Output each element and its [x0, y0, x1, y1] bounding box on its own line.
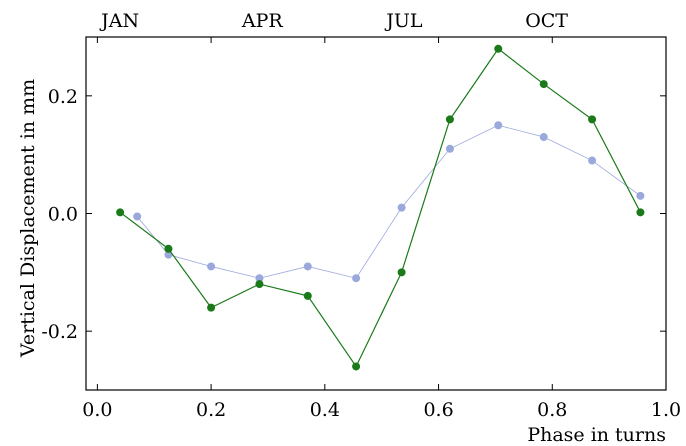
- axis-ticks: 0.0 0.2 0.4 0.6 0.8 1.0 0.2 0.0 -0.2 JAN APR JUL OCT: [41, 10, 681, 421]
- series-0-point-1: [164, 250, 173, 259]
- series-0-point-2: [207, 262, 216, 271]
- month-label-jul: JUL: [384, 10, 423, 32]
- series-0-point-5: [352, 274, 361, 283]
- series-1-point-1: [164, 244, 173, 253]
- month-label-jan: JAN: [99, 10, 139, 32]
- series-0-point-0: [133, 212, 142, 221]
- x-tick-label-5: 1.0: [651, 399, 681, 421]
- series-0-point-9: [539, 133, 548, 142]
- plot-frame: [85, 36, 667, 391]
- series-0-point-6: [397, 203, 406, 212]
- series-0-point-11: [636, 191, 645, 200]
- series-0-point-7: [445, 144, 454, 153]
- month-label-apr: APR: [241, 10, 284, 32]
- series-0-point-10: [588, 156, 597, 165]
- x-tick-label-0: 0.0: [82, 399, 112, 421]
- series-0-point-8: [494, 121, 503, 130]
- y-axis-label: Vertical Displacement in mm: [17, 79, 39, 358]
- series-1-point-6: [397, 268, 406, 277]
- series-0: [133, 121, 645, 283]
- x-tick-label-4: 0.8: [537, 399, 567, 421]
- series-0-point-4: [303, 262, 312, 271]
- series-1-point-9: [539, 80, 548, 89]
- series-1-point-11: [636, 208, 645, 217]
- series-1-point-4: [303, 291, 312, 300]
- month-label-oct: OCT: [525, 10, 568, 32]
- series-1-point-3: [255, 280, 264, 289]
- series-1-point-10: [588, 115, 597, 124]
- series-1-point-7: [445, 115, 454, 124]
- x-axis-label: Phase in turns: [527, 424, 666, 446]
- y-tick-label-0: 0.2: [48, 86, 78, 108]
- series-1-point-2: [207, 303, 216, 312]
- series-1-line: [119, 47, 641, 368]
- x-tick-label-1: 0.2: [196, 399, 226, 421]
- x-tick-label-3: 0.6: [423, 399, 453, 421]
- series-0-line: [136, 124, 641, 279]
- series-1: [116, 44, 645, 371]
- series-1-point-5: [352, 362, 361, 371]
- x-tick-label-2: 0.4: [310, 399, 340, 421]
- series-0-point-3: [255, 274, 264, 283]
- y-tick-label-1: 0.0: [48, 204, 78, 226]
- y-tick-label-2: -0.2: [41, 321, 78, 343]
- series-1-point-0: [116, 208, 125, 217]
- series-layer: [116, 44, 645, 371]
- series-1-point-8: [494, 44, 503, 53]
